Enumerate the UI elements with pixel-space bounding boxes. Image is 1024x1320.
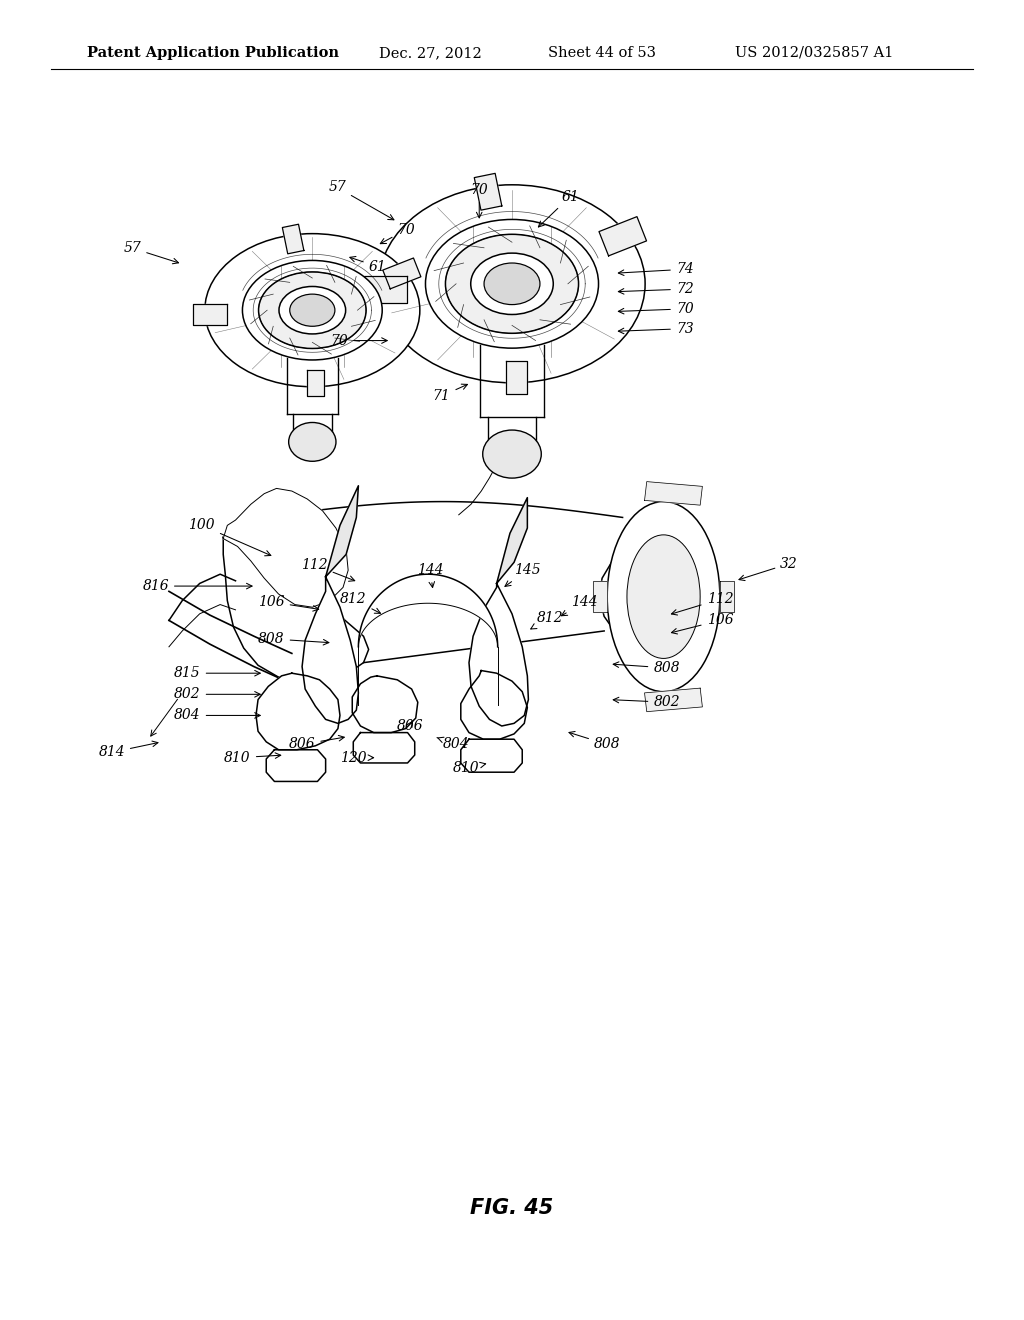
Ellipse shape xyxy=(205,234,420,387)
Text: 70: 70 xyxy=(380,223,415,244)
Polygon shape xyxy=(644,482,702,506)
Text: 808: 808 xyxy=(613,661,680,675)
Polygon shape xyxy=(474,173,502,210)
Text: 802: 802 xyxy=(174,688,260,701)
Text: 144: 144 xyxy=(417,564,443,587)
Polygon shape xyxy=(223,525,369,682)
Ellipse shape xyxy=(243,260,382,360)
Text: 32: 32 xyxy=(739,557,798,581)
Polygon shape xyxy=(461,671,527,739)
Polygon shape xyxy=(593,581,607,612)
Text: 106: 106 xyxy=(672,614,733,634)
Text: 806: 806 xyxy=(396,719,423,733)
Polygon shape xyxy=(169,591,292,684)
Polygon shape xyxy=(193,304,227,325)
Text: 810: 810 xyxy=(453,762,485,775)
Text: US 2012/0325857 A1: US 2012/0325857 A1 xyxy=(735,46,894,59)
Polygon shape xyxy=(506,362,526,395)
Text: 808: 808 xyxy=(569,731,621,751)
Text: Dec. 27, 2012: Dec. 27, 2012 xyxy=(379,46,481,59)
Text: Patent Application Publication: Patent Application Publication xyxy=(87,46,339,59)
Ellipse shape xyxy=(289,422,336,461)
Polygon shape xyxy=(283,224,304,253)
Text: 112: 112 xyxy=(672,593,733,615)
Text: 814: 814 xyxy=(98,741,158,759)
Text: 70: 70 xyxy=(618,302,693,315)
Ellipse shape xyxy=(290,294,335,326)
Polygon shape xyxy=(307,370,324,396)
Text: 106: 106 xyxy=(258,595,318,611)
Text: 810: 810 xyxy=(224,751,281,764)
Text: FIG. 45: FIG. 45 xyxy=(470,1197,554,1218)
Text: Sheet 44 of 53: Sheet 44 of 53 xyxy=(548,46,655,59)
Text: 144: 144 xyxy=(561,595,598,615)
Text: 112: 112 xyxy=(301,558,354,581)
Polygon shape xyxy=(599,216,646,256)
Polygon shape xyxy=(461,739,522,772)
Text: 61: 61 xyxy=(539,190,579,227)
Text: 73: 73 xyxy=(618,322,693,335)
Ellipse shape xyxy=(607,502,720,692)
Ellipse shape xyxy=(258,272,367,348)
Text: 71: 71 xyxy=(433,384,467,403)
Polygon shape xyxy=(383,257,421,289)
Ellipse shape xyxy=(482,430,542,478)
Ellipse shape xyxy=(627,535,700,659)
Text: 816: 816 xyxy=(142,579,252,593)
Polygon shape xyxy=(326,486,358,577)
Text: 120: 120 xyxy=(340,751,374,764)
Polygon shape xyxy=(358,574,498,647)
Text: 804: 804 xyxy=(174,709,260,722)
Polygon shape xyxy=(352,676,418,733)
Text: 74: 74 xyxy=(618,263,693,276)
Polygon shape xyxy=(599,537,694,643)
Ellipse shape xyxy=(379,185,645,383)
Text: 70: 70 xyxy=(331,334,387,347)
Polygon shape xyxy=(266,750,326,781)
Text: 61: 61 xyxy=(350,256,386,273)
Polygon shape xyxy=(256,673,340,750)
Text: 808: 808 xyxy=(258,632,329,645)
Text: 804: 804 xyxy=(437,738,469,751)
Ellipse shape xyxy=(445,235,579,333)
Text: 100: 100 xyxy=(188,519,270,556)
Text: 812: 812 xyxy=(530,611,563,630)
Polygon shape xyxy=(469,583,528,726)
Polygon shape xyxy=(720,581,734,612)
Polygon shape xyxy=(223,488,348,607)
Text: 812: 812 xyxy=(340,593,381,614)
Polygon shape xyxy=(353,733,415,763)
Polygon shape xyxy=(644,688,702,711)
Ellipse shape xyxy=(426,219,598,348)
Text: 57: 57 xyxy=(329,181,394,220)
Polygon shape xyxy=(497,498,527,583)
Text: 57: 57 xyxy=(124,242,178,264)
Text: 806: 806 xyxy=(289,735,344,751)
Ellipse shape xyxy=(484,263,540,305)
Text: 802: 802 xyxy=(613,696,680,709)
Ellipse shape xyxy=(279,286,346,334)
Text: 70: 70 xyxy=(470,183,488,218)
Ellipse shape xyxy=(471,253,553,314)
Polygon shape xyxy=(302,577,358,723)
Polygon shape xyxy=(365,276,407,302)
Text: 145: 145 xyxy=(505,564,541,586)
Text: 72: 72 xyxy=(618,282,693,296)
Text: 815: 815 xyxy=(174,667,260,680)
Polygon shape xyxy=(169,574,236,647)
